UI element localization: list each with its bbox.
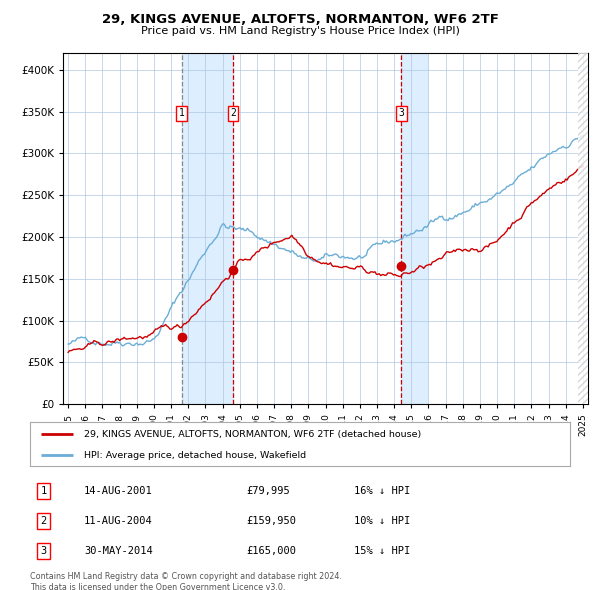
Text: 10% ↓ HPI: 10% ↓ HPI (354, 516, 410, 526)
Text: Price paid vs. HM Land Registry's House Price Index (HPI): Price paid vs. HM Land Registry's House … (140, 26, 460, 36)
Text: 29, KINGS AVENUE, ALTOFTS, NORMANTON, WF6 2TF: 29, KINGS AVENUE, ALTOFTS, NORMANTON, WF… (101, 13, 499, 26)
Bar (401, 53, 427, 404)
Text: 1: 1 (179, 109, 185, 118)
Text: 29, KINGS AVENUE, ALTOFTS, NORMANTON, WF6 2TF (detached house): 29, KINGS AVENUE, ALTOFTS, NORMANTON, WF… (84, 430, 421, 439)
Text: 15% ↓ HPI: 15% ↓ HPI (354, 546, 410, 556)
Text: 3: 3 (40, 546, 47, 556)
Text: £79,995: £79,995 (246, 486, 290, 496)
Text: 30-MAY-2014: 30-MAY-2014 (84, 546, 153, 556)
Text: 3: 3 (398, 109, 404, 118)
Text: 11-AUG-2004: 11-AUG-2004 (84, 516, 153, 526)
Text: £159,950: £159,950 (246, 516, 296, 526)
Text: 16% ↓ HPI: 16% ↓ HPI (354, 486, 410, 496)
Text: HPI: Average price, detached house, Wakefield: HPI: Average price, detached house, Wake… (84, 451, 306, 460)
Bar (182, 53, 233, 404)
Text: 2: 2 (230, 109, 236, 118)
Text: 14-AUG-2001: 14-AUG-2001 (84, 486, 153, 496)
Text: £165,000: £165,000 (246, 546, 296, 556)
Text: 2: 2 (40, 516, 47, 526)
Text: Contains HM Land Registry data © Crown copyright and database right 2024.
This d: Contains HM Land Registry data © Crown c… (30, 572, 342, 590)
Text: 1: 1 (40, 486, 47, 496)
